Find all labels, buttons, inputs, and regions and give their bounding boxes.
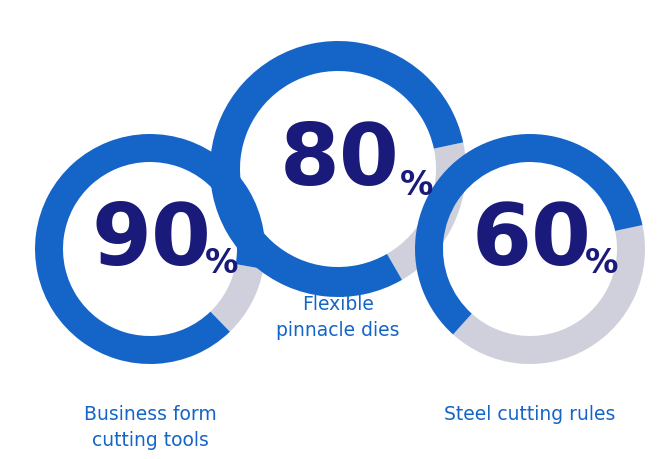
Text: Flexible
pinnacle dies: Flexible pinnacle dies: [276, 294, 400, 340]
Wedge shape: [387, 143, 466, 280]
Wedge shape: [210, 42, 463, 297]
Wedge shape: [415, 134, 643, 335]
Text: 90: 90: [92, 200, 212, 283]
Text: %: %: [205, 247, 239, 280]
Text: %: %: [585, 247, 618, 280]
Wedge shape: [453, 226, 645, 364]
Wedge shape: [210, 264, 263, 332]
Text: Business form
cutting tools: Business form cutting tools: [84, 404, 216, 449]
Text: 60: 60: [472, 200, 592, 283]
Wedge shape: [35, 134, 265, 364]
Text: Steel cutting rules: Steel cutting rules: [444, 404, 616, 423]
Text: 80: 80: [280, 120, 400, 203]
Text: %: %: [399, 168, 433, 202]
